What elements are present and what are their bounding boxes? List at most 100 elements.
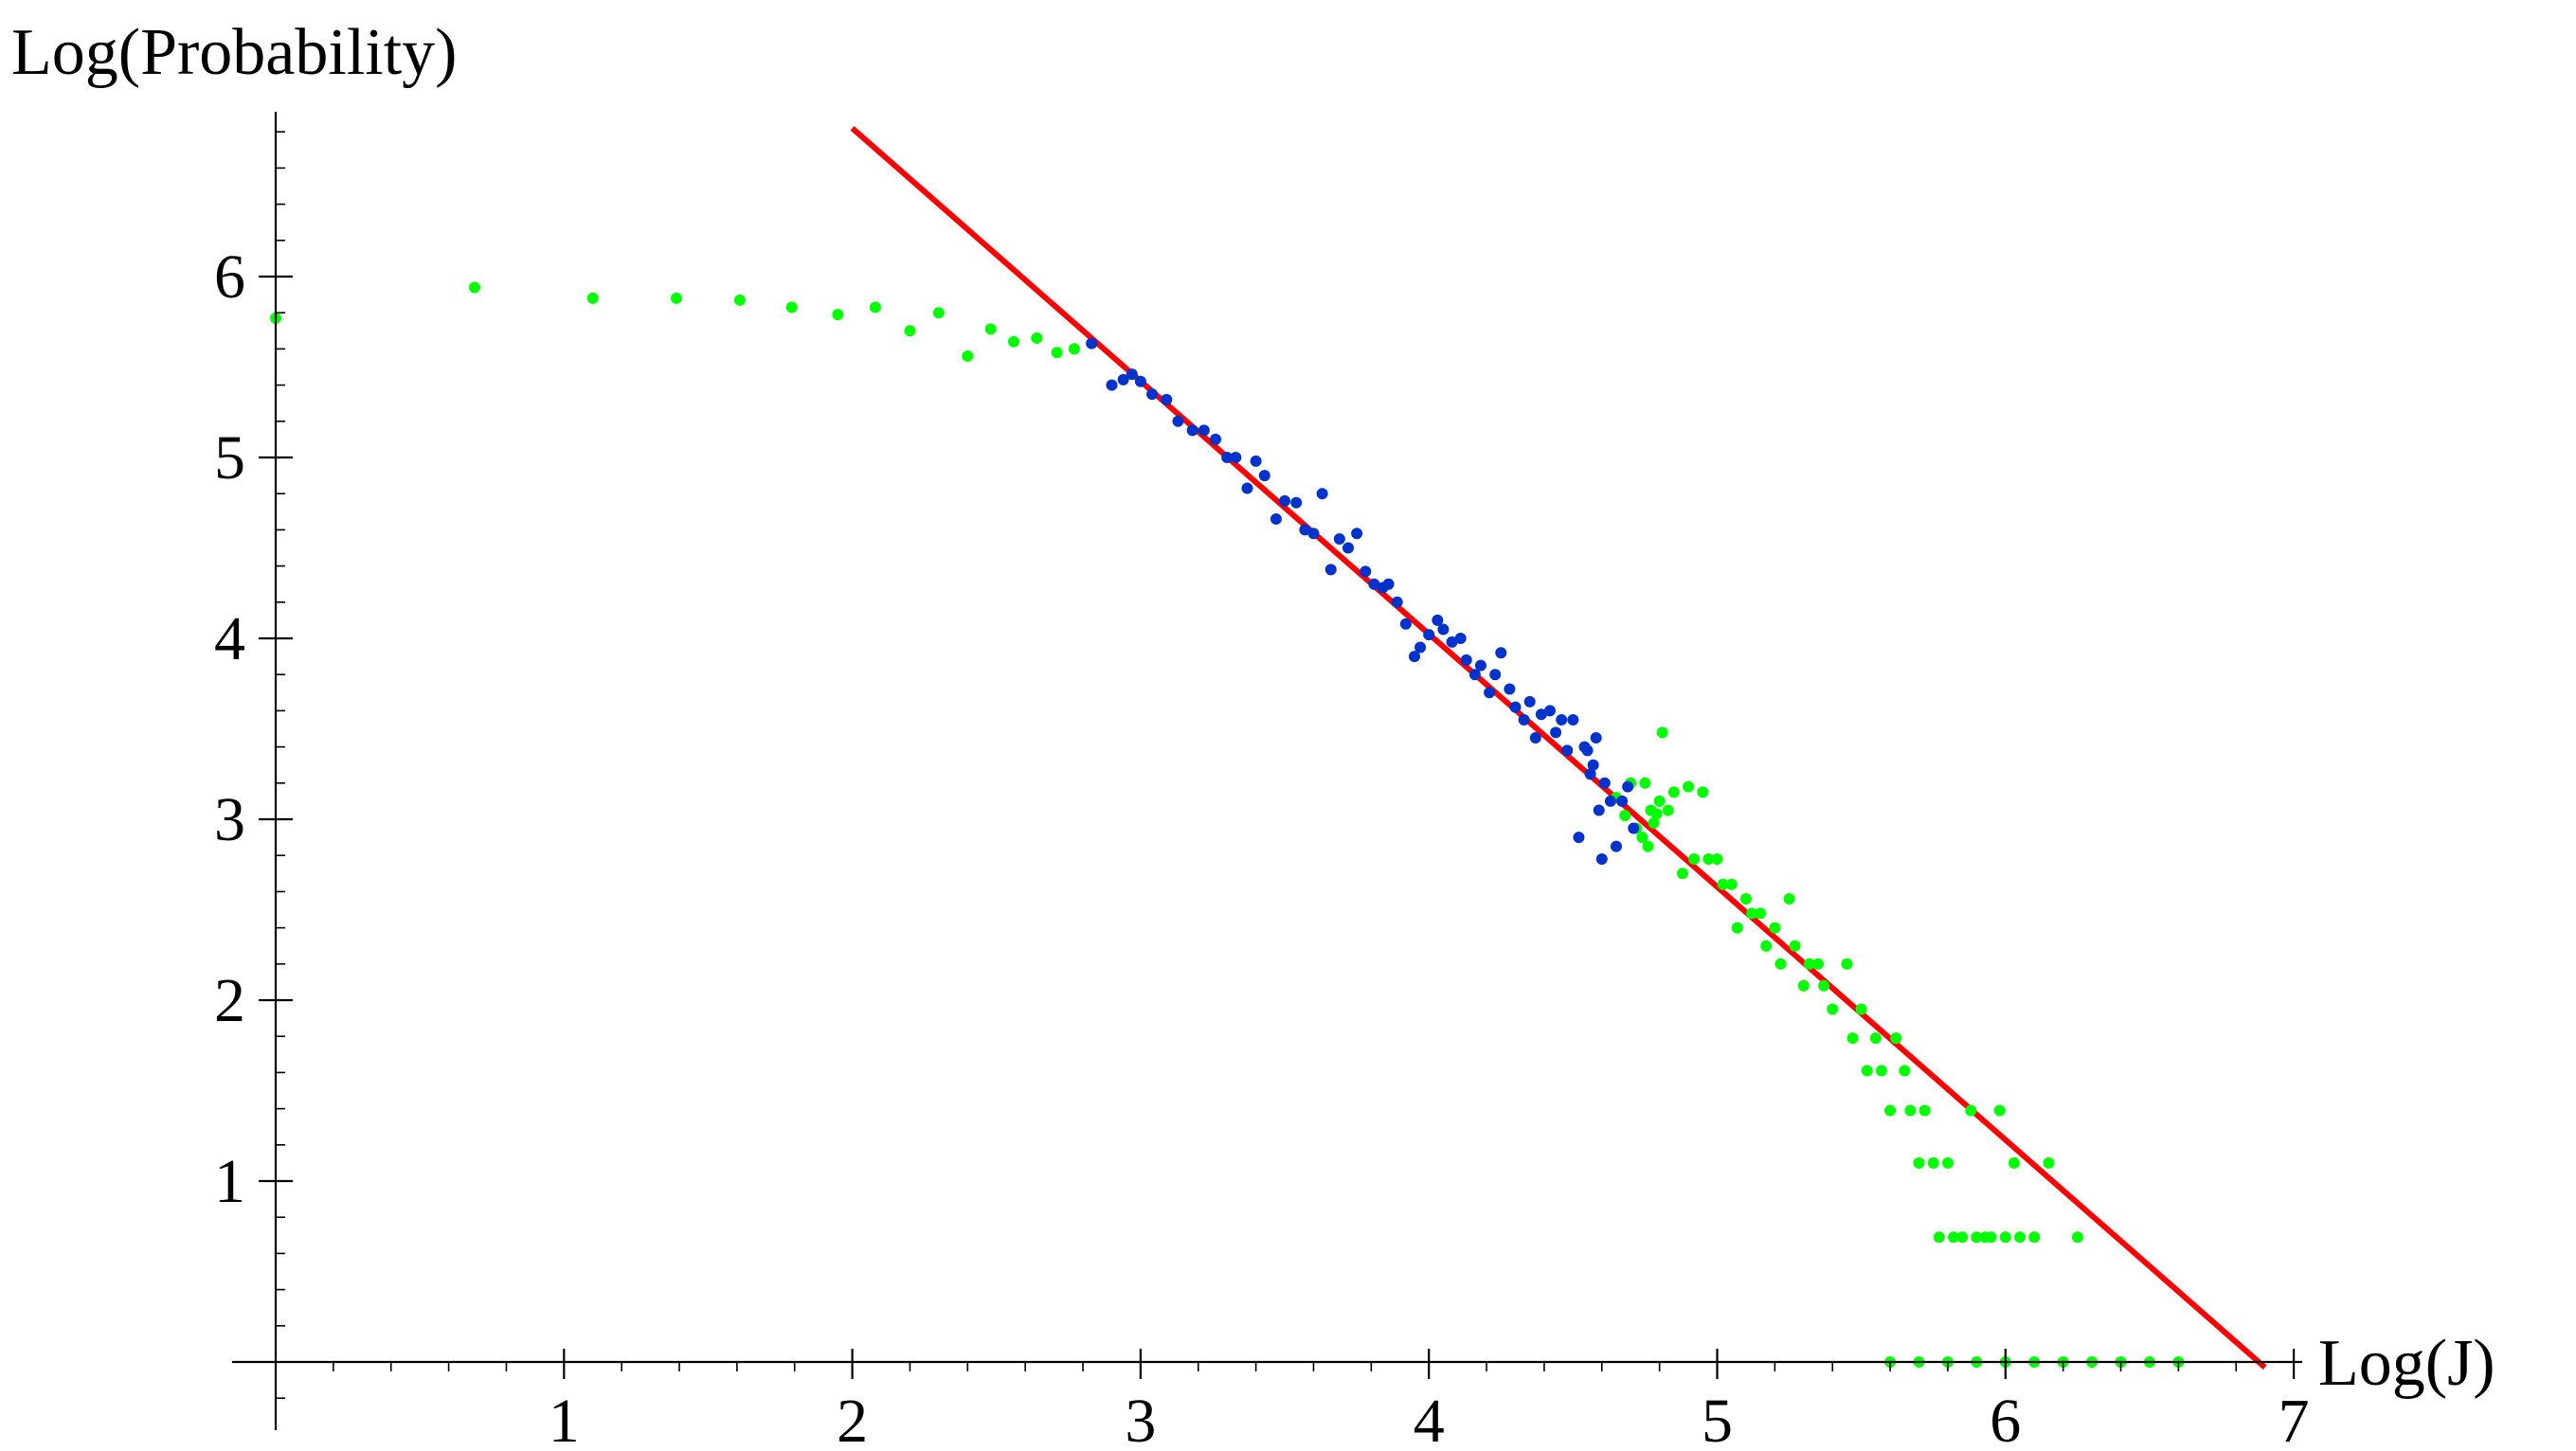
data-point xyxy=(1186,424,1198,437)
data-point xyxy=(1797,979,1810,992)
data-point xyxy=(832,309,844,321)
data-point xyxy=(1587,759,1599,771)
data-point xyxy=(984,323,997,335)
data-point xyxy=(1198,424,1210,437)
fit-line xyxy=(850,126,2267,1370)
data-point xyxy=(1789,940,1801,952)
data-point xyxy=(1489,669,1502,681)
data-point xyxy=(1290,496,1303,509)
y-tick-label: 1 xyxy=(214,1147,245,1216)
data-point xyxy=(1351,528,1363,540)
data-point xyxy=(1890,1032,1902,1045)
data-point xyxy=(1250,455,1262,467)
data-point xyxy=(2043,1156,2055,1169)
y-tick-label: 4 xyxy=(214,604,245,673)
data-point xyxy=(1316,488,1328,500)
data-point xyxy=(1484,687,1496,699)
data-point xyxy=(1827,1003,1839,1015)
data-point xyxy=(2071,1231,2083,1244)
ticks: 1 2 3 4 5 6 7 1 2 3 4 5 6 xyxy=(214,131,2310,1451)
data-point xyxy=(1628,822,1640,834)
data-point xyxy=(2014,1231,2027,1244)
data-point xyxy=(1769,922,1781,934)
data-point xyxy=(1993,1104,2006,1117)
data-point xyxy=(1927,1156,1939,1169)
data-point xyxy=(1739,893,1752,905)
data-point xyxy=(1241,482,1253,494)
data-point xyxy=(1755,907,1767,920)
data-point xyxy=(2028,1231,2041,1244)
data-point xyxy=(1360,565,1372,578)
data-point xyxy=(733,294,746,306)
x-axis-label: Log(J) xyxy=(2318,1327,2495,1400)
data-point xyxy=(2008,1156,2020,1169)
data-point xyxy=(1774,958,1787,970)
data-point xyxy=(1414,641,1427,654)
data-point xyxy=(1639,777,1651,789)
data-point xyxy=(1855,1003,1867,1015)
data-point xyxy=(1593,804,1605,816)
data-point xyxy=(1841,958,1853,970)
data-point xyxy=(1999,1231,2011,1244)
data-point xyxy=(1468,669,1481,681)
data-point xyxy=(1342,542,1354,554)
data-point xyxy=(1518,713,1530,726)
data-point xyxy=(1086,337,1098,349)
data-point xyxy=(1610,840,1622,852)
x-tick-label: 5 xyxy=(1702,1387,1733,1446)
y-tick-label: 5 xyxy=(214,423,245,493)
x-tick-label: 3 xyxy=(1125,1387,1156,1446)
data-point xyxy=(1956,1231,1969,1244)
data-point xyxy=(1333,532,1345,545)
data-point xyxy=(1650,808,1663,820)
data-point xyxy=(1324,564,1337,576)
x-tick-label: 7 xyxy=(2279,1387,2310,1446)
data-point xyxy=(1869,1032,1882,1045)
data-point xyxy=(1544,705,1557,717)
data-point xyxy=(1432,614,1444,626)
data-point xyxy=(1717,878,1729,890)
data-point xyxy=(1656,726,1668,739)
data-point xyxy=(1172,415,1184,427)
data-point xyxy=(1210,433,1222,445)
data-point xyxy=(1454,633,1467,644)
data-point xyxy=(1550,726,1562,739)
data-point xyxy=(1270,512,1282,525)
data-point xyxy=(1161,393,1173,405)
data-point xyxy=(1474,659,1486,672)
data-point xyxy=(1731,922,1743,934)
data-point xyxy=(1509,701,1522,713)
data-point xyxy=(1446,636,1458,648)
x-tick-label: 1 xyxy=(549,1387,580,1446)
data-point xyxy=(1382,578,1395,590)
data-point xyxy=(1423,629,1435,641)
data-point xyxy=(1391,596,1403,608)
data-point xyxy=(1746,907,1758,920)
fit-line-layer xyxy=(850,126,2267,1370)
data-point xyxy=(1697,786,1709,798)
data-point xyxy=(1146,388,1159,401)
data-point xyxy=(1913,1156,1925,1169)
data-point xyxy=(1529,732,1541,744)
axes xyxy=(232,112,2302,1430)
data-point xyxy=(904,325,916,337)
data-point xyxy=(1495,647,1507,659)
data-point xyxy=(1221,452,1234,463)
data-point xyxy=(1556,713,1568,726)
data-point xyxy=(1258,470,1270,482)
data-point xyxy=(1408,651,1420,663)
data-point xyxy=(1573,832,1585,844)
y-tick-label: 3 xyxy=(214,785,245,854)
data-point xyxy=(1523,695,1536,708)
data-point xyxy=(932,307,945,319)
data-point xyxy=(1279,494,1291,507)
data-point xyxy=(1662,804,1674,816)
data-point xyxy=(1884,1104,1897,1117)
data-point xyxy=(1948,1231,1960,1244)
data-point xyxy=(1126,368,1138,381)
data-point xyxy=(1971,1231,1983,1244)
data-point xyxy=(1918,1104,1931,1117)
data-point xyxy=(1861,1065,1873,1077)
data-point xyxy=(1619,810,1631,822)
